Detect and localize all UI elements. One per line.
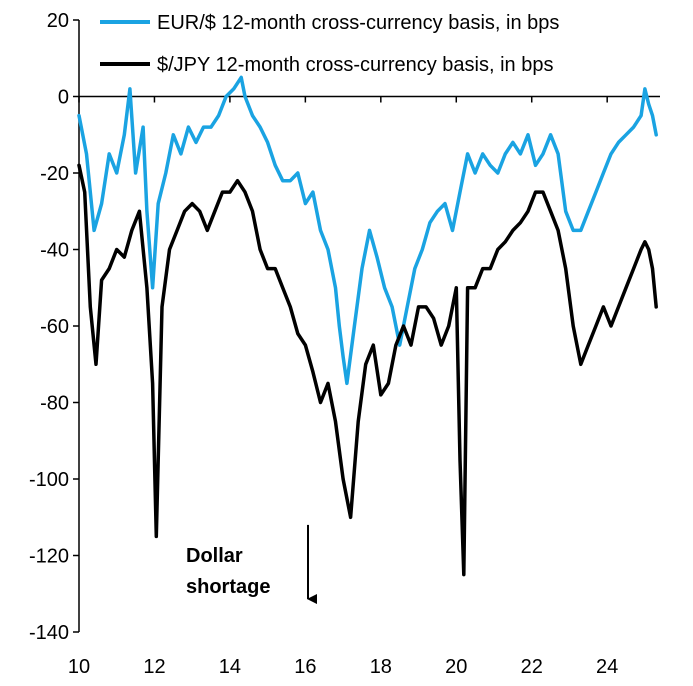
annotations: Dollar shortage [186,524,317,605]
legend-label: $/JPY 12-month cross-currency basis, in … [157,54,553,76]
x-tick-label: 20 [445,656,467,678]
annotation-label-line: Dollar [186,545,243,567]
x-tick-label: 16 [294,656,316,678]
x-tick-label: 24 [596,656,618,678]
y-tick-label: -40 [40,240,69,262]
x-tick-label: 10 [68,656,90,678]
legend-label: EUR/$ 12-month cross-currency basis, in … [157,12,559,34]
series-layer [77,75,658,577]
y-tick-label: 0 [58,87,69,109]
y-tick-label: 20 [47,10,69,32]
y-tick-label: -140 [29,622,69,644]
usd-jpy-basis-line [77,163,658,577]
x-tick-label: 12 [143,656,165,678]
y-tick-label: -20 [40,163,69,185]
y-tick-label: -120 [29,546,69,568]
y-tick-label: -100 [29,469,69,491]
x-tick-label: 22 [521,656,543,678]
axes: 20 0 -20 -40 -60 -80 -100 -120 -140 10 12 14 16 18 20 2… [29,10,660,678]
y-tick-label: -80 [40,393,69,415]
x-tick-label: 18 [370,656,392,678]
annotation-label-line: shortage [186,576,270,598]
x-tick-label: 14 [219,656,241,678]
y-tick-label: -60 [40,316,69,338]
legend: EUR/$ 12-month cross-currency basis, in … [100,12,559,76]
eur-usd-basis-line [77,75,658,386]
